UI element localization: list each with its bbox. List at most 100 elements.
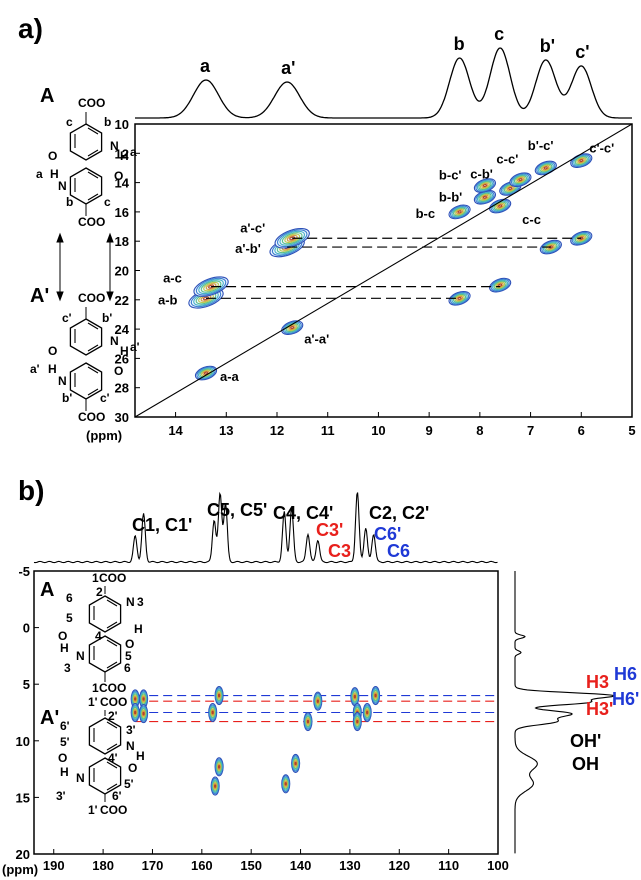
atom-number: 5 xyxy=(125,649,132,663)
contour-level xyxy=(577,158,585,164)
x-tick-label: 110 xyxy=(438,858,459,873)
cross-peak xyxy=(210,776,220,796)
cross-peak xyxy=(352,712,362,732)
cross-peak xyxy=(313,691,323,711)
contour-level xyxy=(364,706,371,719)
contour-level xyxy=(286,234,298,242)
contour-level xyxy=(482,195,487,199)
contour-level xyxy=(209,706,216,719)
contour-level xyxy=(305,715,311,728)
contour-level xyxy=(132,706,139,719)
contour-level xyxy=(133,709,137,716)
contour-level xyxy=(574,156,588,166)
contour-level xyxy=(306,718,310,725)
contour-level xyxy=(449,291,470,305)
contour-level xyxy=(284,781,287,786)
contour-level xyxy=(363,704,372,721)
cross-peak-label: c'-c' xyxy=(589,141,614,156)
atom-label: O xyxy=(128,761,137,775)
cross-peak-label: c-c' xyxy=(496,152,518,167)
contour-level xyxy=(454,208,465,216)
contour-level xyxy=(513,175,528,185)
y-tick-label: 26 xyxy=(115,351,129,366)
contour-level xyxy=(213,782,217,790)
contour-level xyxy=(515,176,526,184)
contour-level xyxy=(211,779,219,794)
contour-level xyxy=(208,704,217,721)
contour-level xyxy=(203,281,219,292)
y-tick-label: -5 xyxy=(18,564,30,579)
contour-level xyxy=(217,692,221,699)
contour-level xyxy=(547,244,555,250)
atom-number: 4' xyxy=(108,751,118,765)
contour-level xyxy=(476,180,494,191)
contour-level xyxy=(498,283,503,287)
side-projection-label: H6' xyxy=(612,689,639,709)
projection-peak-label: a' xyxy=(281,58,295,78)
structure-Aprime-panel-a: A' COO COO c' b' N H a' O a' H N b' O c' xyxy=(30,285,140,424)
contour-level xyxy=(215,688,223,703)
contour-level xyxy=(303,713,312,730)
panel-b-xlabel: (ppm) xyxy=(2,862,38,877)
x-tick-label: 14 xyxy=(168,423,183,438)
contour-level xyxy=(365,709,369,716)
cross-peak xyxy=(303,712,313,732)
contour-level xyxy=(315,696,321,706)
atom-label: a xyxy=(130,145,137,159)
contour-level xyxy=(133,695,137,703)
x-tick-label: 130 xyxy=(339,858,361,873)
contour-level xyxy=(373,692,378,699)
contour-level xyxy=(276,229,308,248)
cross-peak xyxy=(371,685,381,706)
contour-level xyxy=(305,717,311,726)
contour-level xyxy=(212,781,218,791)
contour-level xyxy=(293,759,298,768)
x-tick-label: 13 xyxy=(219,423,233,438)
contour-level xyxy=(279,230,306,246)
contour-level xyxy=(353,694,356,699)
atom-number: 3' xyxy=(56,789,66,803)
x-tick-label: 12 xyxy=(270,423,284,438)
x-tick-label: 150 xyxy=(240,858,262,873)
atom-number: 1 xyxy=(92,681,99,695)
cross-peak xyxy=(139,689,149,709)
atom-number: 5' xyxy=(60,735,70,749)
cross-peak xyxy=(208,702,218,723)
contour-level xyxy=(543,166,548,170)
contour-level xyxy=(545,243,556,251)
cross-peak-label: b-c xyxy=(416,206,436,221)
side-projection-label: H3 xyxy=(586,672,609,692)
contour-level xyxy=(313,692,322,710)
cross-peak-label: c-b' xyxy=(470,166,493,181)
contour-level xyxy=(372,688,379,703)
atom-label: H xyxy=(120,149,129,163)
cross-peak-label: b'-c' xyxy=(528,138,554,153)
cross-peak xyxy=(350,687,360,707)
panel-a-diagonal xyxy=(134,123,633,418)
atom-number: 3 xyxy=(137,595,144,609)
contour-level xyxy=(211,710,214,715)
projection-peak-label: C2, C2' xyxy=(369,503,429,523)
atom-label: H xyxy=(60,641,69,655)
structure-label-A: A xyxy=(40,85,54,107)
contour-level xyxy=(142,697,145,701)
contour-level xyxy=(574,233,588,243)
atom-number: 5' xyxy=(124,777,134,791)
atom-label: c' xyxy=(62,311,72,325)
contour-level xyxy=(142,711,145,716)
contour-level xyxy=(289,236,296,241)
x-tick-label: 140 xyxy=(290,858,312,873)
atom-label: N xyxy=(76,649,85,663)
contour-level xyxy=(353,693,357,700)
contour-level xyxy=(284,322,301,334)
contour-level xyxy=(141,710,146,717)
contour-level xyxy=(571,154,591,167)
cross-peak xyxy=(473,189,497,205)
y-tick-label: 20 xyxy=(115,264,129,279)
contour-level xyxy=(364,708,370,717)
x-tick-label: 170 xyxy=(142,858,164,873)
coo-label: COO xyxy=(100,803,127,817)
contour-level xyxy=(540,164,551,172)
contour-level xyxy=(139,705,148,722)
contour-level xyxy=(372,689,379,702)
